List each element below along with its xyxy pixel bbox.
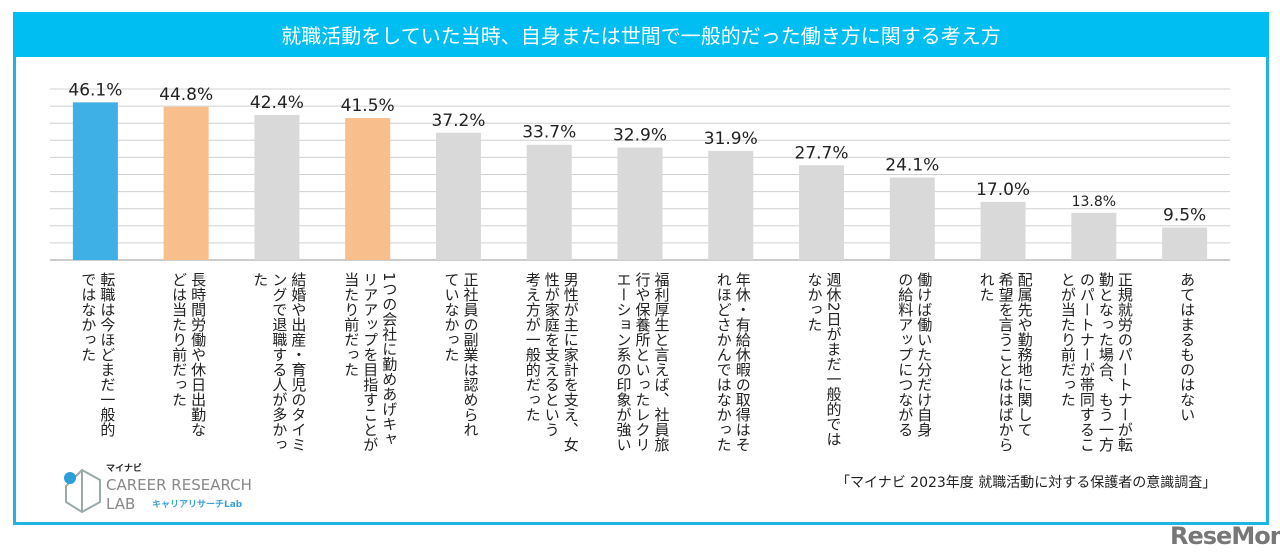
- source-note: 「マイナビ 2023年度 就職活動に対する保護者の意識調査」: [836, 475, 1217, 491]
- bar: [72, 102, 118, 260]
- logo-brand: マイナビ: [106, 464, 142, 474]
- category-label-line: 年休・有給休暇の取得はそ: [733, 272, 752, 452]
- bar: [345, 118, 391, 260]
- category-label-line: エーション系の印象が強い: [614, 272, 633, 452]
- category-label-line: とが当たり前だった: [1058, 272, 1077, 407]
- bar: [435, 132, 481, 260]
- data-label: 33.7%: [522, 123, 576, 143]
- category-label-line: 考え方が一般的だった: [523, 272, 542, 422]
- category-label-line: 1つの会社に勤めあげキャ: [380, 272, 399, 447]
- data-label: 46.1%: [68, 80, 122, 100]
- category-label-line: 結婚や出産・育児のタイミ: [289, 272, 308, 452]
- category-label: 正規就労のパートナーが転 勤となった場合、もう一方 のパートナーが帯同するこ とが当た…: [1058, 272, 1134, 452]
- category-label: 福利厚生と言えば、社員旅 行や保養所といったレクリ エーション系の印象が強い: [614, 272, 671, 452]
- category-label-line: 勤となった場合、もう一方: [1096, 272, 1115, 452]
- career-research-lab-logo-icon: [64, 468, 101, 514]
- bar: [799, 165, 845, 260]
- logo-line2: LAB: [106, 495, 136, 513]
- bar: [1071, 212, 1117, 260]
- category-label-line: ングで退職する人が多かっ: [270, 272, 289, 452]
- category-label: 1つの会社に勤めあげキャ リアアップを目指すことが 当たり前だった: [341, 272, 398, 452]
- bar: [617, 147, 663, 260]
- logo-line3: キャリアリサーチLab: [152, 500, 243, 510]
- bar: [526, 144, 572, 260]
- data-label: 37.2%: [431, 111, 485, 131]
- category-label-line: 転職は今ほどまだ一般的: [98, 272, 117, 437]
- data-label: 17.0%: [976, 180, 1030, 200]
- category-label: 配属先や勤務地に関して 希望を言うことははばから れた: [977, 272, 1034, 452]
- chart-frame: [13, 12, 1269, 525]
- data-label: 31.9%: [704, 129, 758, 149]
- category-label-line: 週休2日がまだ一般的では: [824, 272, 843, 447]
- category-label: 週休2日がまだ一般的では なかった: [805, 272, 843, 447]
- bar: [1162, 227, 1208, 260]
- data-label: 13.8%: [1072, 194, 1116, 210]
- data-label: 32.9%: [613, 125, 667, 145]
- data-label: 44.8%: [159, 85, 213, 105]
- category-label-line: の給料アップにつながる: [896, 272, 915, 437]
- category-label-line: 働けば働いた分だけ自身: [915, 272, 934, 437]
- data-label: 9.5%: [1163, 206, 1206, 226]
- category-label-line: ではなかった: [79, 272, 98, 362]
- category-label-line: 行や保養所といったレクリ: [633, 272, 652, 452]
- category-label: 男性が主に家計を支え、女 性が家庭を支えるという 考え方が一般的だった: [523, 272, 580, 452]
- category-label: 正社員の副業は認められ ていなかった: [441, 272, 479, 437]
- category-label-line: 当たり前だった: [342, 272, 361, 377]
- category-label-line: ていなかった: [442, 272, 461, 362]
- category-label-line: 配属先や勤務地に関して: [1015, 272, 1034, 437]
- category-label-line: 福利厚生と言えば、社員旅: [652, 272, 671, 452]
- category-label-line: れほどさかんではなかった: [714, 272, 733, 452]
- data-label: 42.4%: [250, 93, 304, 113]
- category-label: 長時間労働や休日出勤な どは当たり前だった: [169, 272, 207, 437]
- bar: [889, 177, 935, 260]
- category-label-line: 希望を言うことははばから: [996, 272, 1015, 452]
- chart-title: 就職活動をしていた当時、自身または世間で一般的だった働き方に関する考え方: [13, 12, 1269, 57]
- bar: [254, 114, 300, 260]
- category-label-line: 長時間労働や休日出勤な: [189, 272, 208, 437]
- category-label-line: た: [251, 272, 270, 287]
- bar: [980, 201, 1026, 260]
- logo-line1: CAREER RESEARCH: [106, 476, 252, 494]
- category-label-line: なかった: [805, 272, 824, 332]
- category-label: あてはまるものはない: [1177, 272, 1196, 422]
- watermark: ReseMom: [1170, 522, 1280, 550]
- bar: [708, 150, 754, 260]
- data-label: 41.5%: [341, 96, 395, 116]
- category-label-line: あてはまるものはない: [1178, 272, 1197, 422]
- category-label: 結婚や出産・育児のタイミ ングで退職する人が多かった: [250, 272, 307, 452]
- category-label-line: のパートナーが帯同するこ: [1077, 272, 1096, 452]
- category-label-line: リアアップを目指すことが: [361, 272, 380, 452]
- category-label-line: どは当たり前だった: [170, 272, 189, 407]
- category-label-line: 正規就労のパートナーが転: [1115, 272, 1134, 452]
- category-label-line: 男性が主に家計を支え、女: [561, 272, 580, 452]
- data-label: 24.1%: [885, 156, 939, 176]
- category-label: 年休・有給休暇の取得はそ れほどさかんではなかった: [714, 272, 752, 452]
- category-label-line: 性が家庭を支えるという: [542, 272, 561, 437]
- bar: [163, 106, 209, 260]
- category-label: 働けば働いた分だけ自身 の給料アップにつながる: [895, 272, 933, 437]
- category-label-line: れた: [977, 272, 996, 302]
- category-label-line: 正社員の副業は認められ: [461, 272, 480, 437]
- data-label: 27.7%: [795, 143, 849, 163]
- category-label: 転職は今ほどまだ一般的 ではなかった: [78, 272, 116, 437]
